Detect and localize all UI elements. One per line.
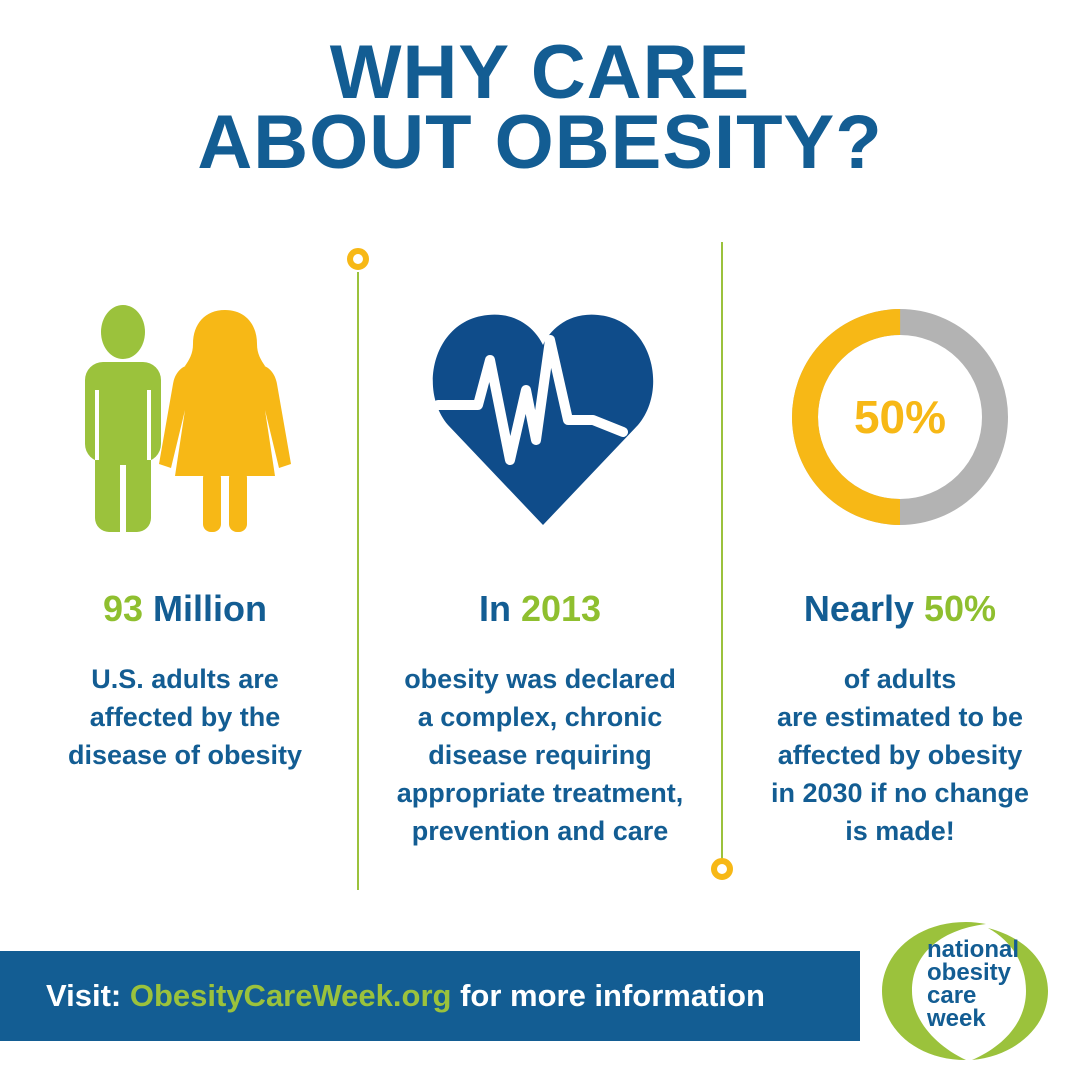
footer-url-link[interactable]: ObesityCareWeek.org: [129, 978, 452, 1013]
body-col2: obesity was declared a complex, chronic …: [370, 660, 710, 850]
headline-col3-rest: Nearly: [803, 588, 924, 629]
headline-col1-rest: Million: [143, 588, 268, 629]
ring-dot-bottom: [711, 858, 733, 880]
headline-col2: In 2013: [390, 588, 690, 630]
body-col1-line: disease of obesity: [67, 740, 303, 770]
footer-prefix: Visit:: [46, 978, 130, 1013]
title-line-1: WHY CARE: [329, 30, 751, 115]
title-line-2: ABOUT OBESITY?: [197, 100, 883, 185]
logo-line: national: [927, 936, 1020, 963]
body-col2-line: disease requiring: [428, 740, 652, 770]
body-col2-line: appropriate treatment,: [396, 778, 684, 808]
headline-col1-highlight: 93: [102, 588, 144, 629]
footer-text: Visit: ObesityCareWeek.org for more info…: [46, 951, 765, 1041]
headline-col1: 93 Million: [40, 588, 330, 630]
body-col1-line: affected by the: [89, 702, 281, 732]
footer-suffix: for more information: [451, 978, 765, 1013]
headline-col3: Nearly 50%: [750, 588, 1050, 630]
headline-col3-highlight: 50%: [924, 588, 997, 629]
body-col3: of adults are estimated to be affected b…: [735, 660, 1065, 850]
donut-chart-icon: 50%: [792, 309, 1008, 525]
body-col2-line: a complex, chronic: [417, 702, 663, 732]
body-col1-line: U.S. adults are: [91, 664, 279, 694]
headline-col2-rest: In: [478, 588, 521, 629]
divider-left: [357, 272, 359, 890]
body-col3-line: of adults: [843, 664, 957, 694]
divider-right: [721, 242, 723, 862]
donut-label: 50%: [854, 391, 946, 443]
footer-bar: Visit: ObesityCareWeek.org for more info…: [0, 951, 860, 1041]
body-col2-line: obesity was declared: [404, 664, 676, 694]
body-col3-line: in 2030 if no change: [770, 778, 1030, 808]
body-col1: U.S. adults are affected by the disease …: [30, 660, 340, 774]
ring-dot-top: [347, 248, 369, 270]
man-woman-icon: [85, 305, 291, 535]
donut-fill: [792, 309, 1008, 525]
logo-line: obesity: [927, 959, 1012, 986]
woman-icon: [159, 310, 291, 532]
headline-col2-highlight: 2013: [520, 588, 602, 629]
logo-text: national obesity care week: [927, 936, 1057, 1032]
logo-line: week: [927, 1005, 986, 1032]
logo-ring-icon: [882, 922, 1048, 1060]
body-col3-line: is made!: [845, 816, 955, 846]
heartbeat-icon: [432, 314, 654, 525]
page-title: WHY CARE ABOUT OBESITY?: [0, 30, 1080, 185]
logo-line: care: [927, 982, 977, 1009]
body-col3-line: are estimated to be: [776, 702, 1024, 732]
body-col3-line: affected by obesity: [777, 740, 1023, 770]
body-col2-line: prevention and care: [411, 816, 669, 846]
